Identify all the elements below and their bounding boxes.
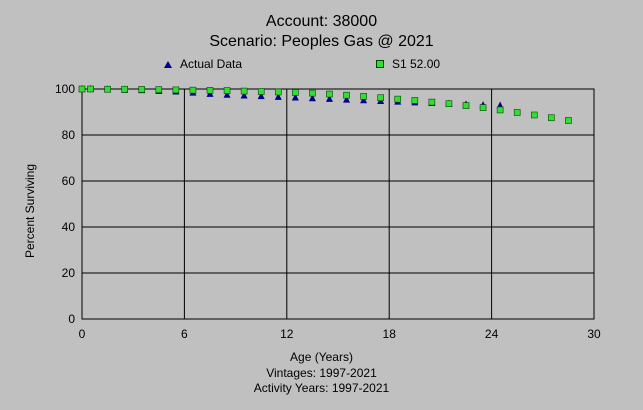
actual-data-point (291, 93, 299, 101)
x-tick-label: 24 (485, 327, 499, 341)
s1-curve-point (411, 97, 419, 104)
footnote-vintages: Vintages: 1997-2021 (266, 366, 377, 380)
s1-curve-point (445, 100, 453, 108)
actual-data-point (325, 94, 333, 102)
s1-curve-point (360, 93, 367, 100)
x-tick-label: 6 (181, 327, 188, 341)
s1-curve-point (292, 89, 299, 96)
y-tick-label: 80 (62, 128, 76, 142)
s1-curve-point (138, 86, 146, 93)
actual-data-point (343, 95, 351, 103)
tick-labels: 0 20 40 60 80 100 0 6 12 18 24 30 (55, 82, 601, 341)
x-axis-label: Age (Years) (290, 350, 353, 364)
y-tick-label: 0 (68, 312, 75, 326)
s1-curve-point (240, 87, 248, 95)
data-points (78, 85, 572, 124)
actual-data-point (223, 90, 231, 98)
y-tick-label: 20 (62, 266, 76, 280)
s1-curve-point (496, 106, 504, 114)
s1-curve-point (257, 88, 265, 95)
triangle-marker-icon (164, 60, 172, 68)
y-axis-label: Percent Surviving (23, 164, 37, 258)
s1-curve-point (394, 95, 402, 103)
s1-curve-point (155, 86, 163, 93)
grid-lines (81, 88, 595, 320)
s1-curve-point (479, 104, 487, 111)
x-tick-label: 18 (383, 327, 397, 341)
legend-item-actual-data: Actual Data (164, 57, 242, 71)
x-tick-label: 0 (79, 327, 86, 341)
s1-curve-point (78, 85, 86, 93)
legend-label-actual-data: Actual Data (180, 57, 243, 71)
s1-curve-point (326, 90, 333, 98)
s1-curve-point (172, 86, 180, 94)
x-tick-label: 12 (280, 327, 294, 341)
y-tick-label: 100 (55, 82, 75, 96)
y-tick-label: 40 (62, 220, 76, 234)
actual-data-point (274, 92, 282, 100)
s1-curve-point (428, 98, 436, 106)
chart-title: Account: 38000 (265, 13, 378, 30)
x-tick-label: 30 (587, 327, 601, 341)
y-tick-label: 60 (62, 174, 76, 188)
s1-curve-point (565, 117, 572, 124)
plot-frame (81, 88, 595, 320)
actual-data-point (360, 96, 368, 104)
square-marker-icon (376, 60, 384, 68)
s1-curve-point (462, 102, 470, 109)
s1-curve-point (513, 109, 521, 116)
actual-data-point (257, 92, 265, 100)
s1-curve-point (223, 87, 231, 94)
s1-curve-point (309, 89, 316, 97)
legend-item-s1: S1 52.00 (376, 57, 440, 71)
s1-curve-point (104, 85, 111, 93)
chart-subtitle: Scenario: Peoples Gas @ 2021 (209, 33, 434, 50)
actual-data-point (240, 91, 248, 99)
s1-curve-point (274, 88, 282, 96)
footnote-activity-years: Activity Years: 1997-2021 (253, 381, 390, 395)
s1-curve-point (87, 85, 94, 93)
s1-curve-point (121, 85, 128, 93)
legend-label-s1: S1 52.00 (392, 57, 441, 71)
s1-curve-point (343, 91, 350, 99)
s1-curve-point (206, 87, 214, 94)
s1-curve-point (530, 111, 538, 119)
s1-curve-point (377, 94, 384, 102)
s1-curve-point (189, 86, 197, 94)
actual-data-point (308, 94, 316, 102)
s1-curve-point (548, 114, 555, 122)
